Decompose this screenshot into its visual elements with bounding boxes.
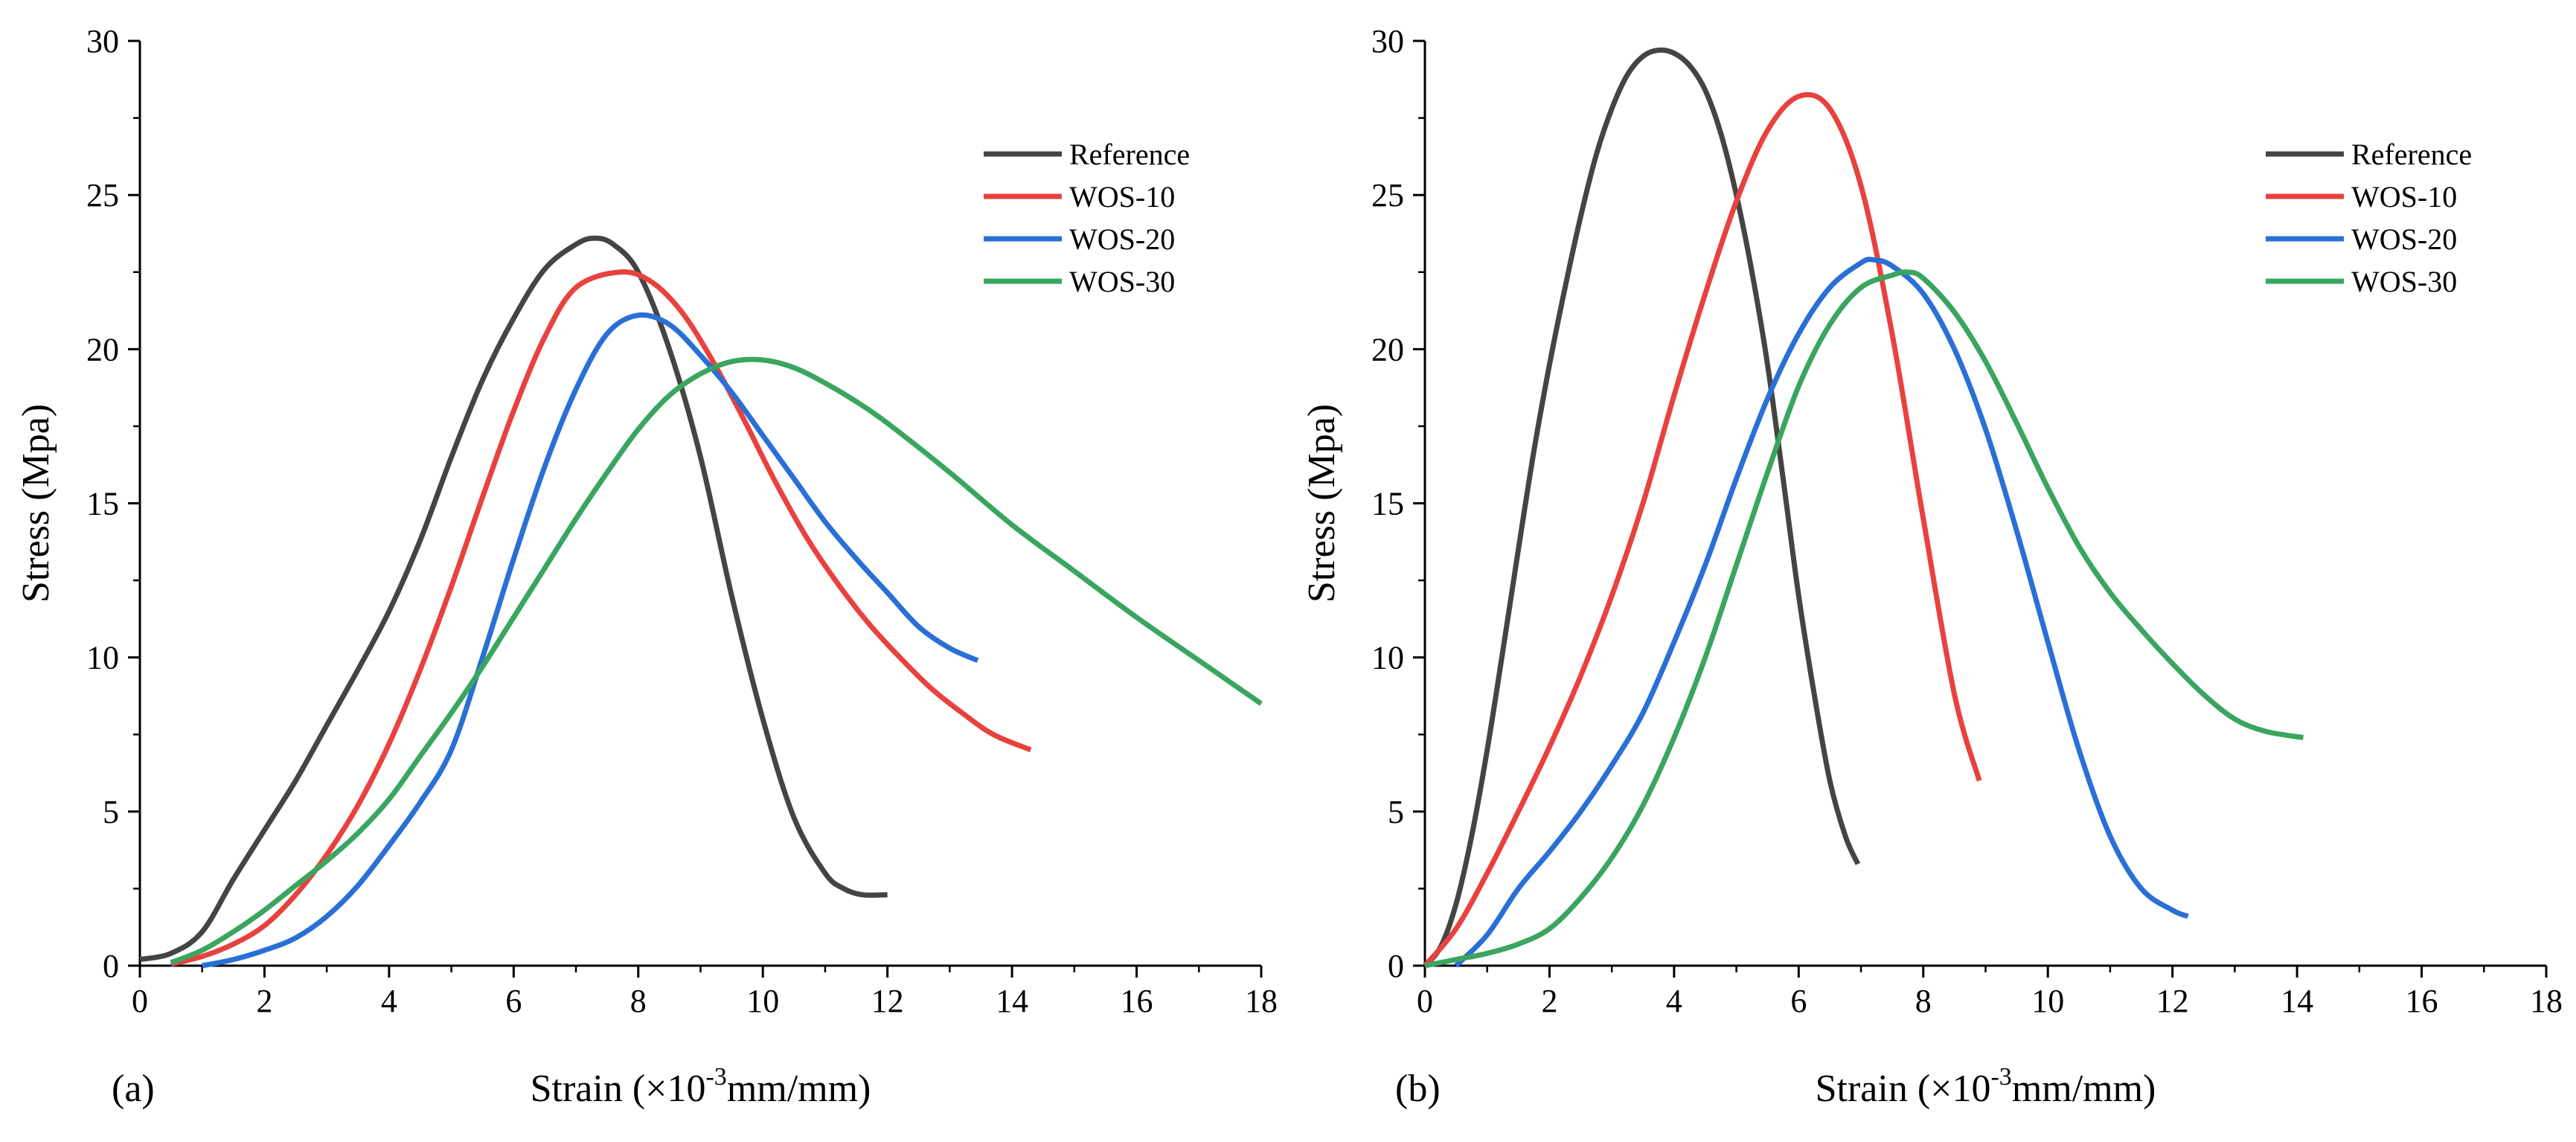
y-tick-label: 5 xyxy=(1388,794,1404,830)
x-tick-label: 16 xyxy=(1121,983,1153,1019)
x-tick-label: 4 xyxy=(1666,983,1682,1019)
legend-label: WOS-30 xyxy=(2351,265,2457,298)
y-tick-label: 15 xyxy=(86,486,119,522)
legend-label: WOS-20 xyxy=(2351,222,2457,256)
x-tick-label: 0 xyxy=(1417,983,1433,1019)
x-tick-label: 10 xyxy=(2031,983,2064,1019)
y-tick-label: 30 xyxy=(1371,23,1404,60)
series-line-wos-20 xyxy=(1454,257,2189,968)
x-axis-title: Strain (×10-3mm/mm) xyxy=(531,1063,871,1110)
x-tick-label: 14 xyxy=(2281,983,2313,1019)
x-axis-title-unit: mm/mm) xyxy=(2012,1068,2156,1110)
panel-label: (a) xyxy=(112,1068,155,1110)
x-tick-label: 18 xyxy=(2530,983,2563,1019)
y-tick-label: 20 xyxy=(86,331,119,368)
x-tick-label: 2 xyxy=(256,983,272,1019)
y-tick-label: 0 xyxy=(1388,948,1404,984)
legend-label: Reference xyxy=(1069,138,1190,171)
y-tick-label: 15 xyxy=(1371,486,1404,522)
x-tick-label: 10 xyxy=(746,983,779,1019)
x-tick-label: 12 xyxy=(871,983,904,1019)
legend: Reference WOS-10 WOS-20 WOS-30 xyxy=(2266,138,2472,298)
x-tick-label: 8 xyxy=(1915,983,1932,1019)
legend-label: Reference xyxy=(2351,138,2472,171)
x-axis-title-exponent: -3 xyxy=(705,1063,726,1091)
series-line-wos-30 xyxy=(170,356,1263,966)
y-axis-title: Stress (Mpa) xyxy=(15,404,57,603)
series-line-wos-20 xyxy=(202,312,979,969)
x-tick-label: 16 xyxy=(2406,983,2438,1019)
x-tick-label: 6 xyxy=(1790,983,1807,1019)
x-tick-label: 6 xyxy=(505,983,522,1019)
x-axis-title: Strain (×10-3mm/mm) xyxy=(1816,1063,2156,1110)
legend-label: WOS-20 xyxy=(1069,222,1175,256)
y-axis-title: Stress (Mpa) xyxy=(1301,404,1343,603)
x-axis-title-exponent: -3 xyxy=(1990,1063,2011,1091)
legend: Reference WOS-10 WOS-20 WOS-30 xyxy=(984,138,1190,298)
legend-label: WOS-10 xyxy=(2351,180,2457,214)
y-tick-label: 20 xyxy=(1371,331,1404,368)
series-line-wos-10 xyxy=(1423,92,1982,968)
x-tick-label: 14 xyxy=(996,983,1028,1019)
y-tick-label: 0 xyxy=(103,948,119,984)
x-axis-title-main: Strain (×10 xyxy=(531,1068,706,1110)
legend-label: WOS-30 xyxy=(1069,265,1175,298)
series-line-reference xyxy=(1423,47,1861,968)
y-tick-label: 5 xyxy=(103,794,119,830)
x-tick-label: 4 xyxy=(381,983,397,1019)
series-line-wos-10 xyxy=(170,269,1032,967)
x-tick-label: 12 xyxy=(2156,983,2189,1019)
x-tick-label: 0 xyxy=(132,983,148,1019)
x-tick-label: 8 xyxy=(630,983,647,1019)
chart-panel-b: 0 2 4 6 8 10 12 14 16 18 0 5 10 15 20 25 30 Stress (Mpa) S… xyxy=(1301,23,2563,1110)
x-axis-title-unit: mm/mm) xyxy=(727,1068,871,1110)
chart-panel-a: 0 2 4 6 8 10 12 14 16 18 0 5 10 15 20 25 30 Stress (Mpa) S… xyxy=(15,23,1278,1110)
series-line-wos-30 xyxy=(1424,269,2304,969)
legend-label: WOS-10 xyxy=(1069,180,1175,214)
x-tick-label: 18 xyxy=(1245,983,1278,1019)
panel-label: (b) xyxy=(1395,1068,1441,1110)
x-axis-title-main: Strain (×10 xyxy=(1816,1068,1991,1110)
y-tick-label: 25 xyxy=(86,177,119,214)
x-tick-label: 2 xyxy=(1541,983,1557,1019)
series-line-reference xyxy=(139,235,888,963)
y-tick-label: 10 xyxy=(1371,640,1404,676)
y-tick-label: 25 xyxy=(1371,177,1404,214)
y-tick-label: 10 xyxy=(86,640,119,676)
y-tick-label: 30 xyxy=(86,23,119,60)
